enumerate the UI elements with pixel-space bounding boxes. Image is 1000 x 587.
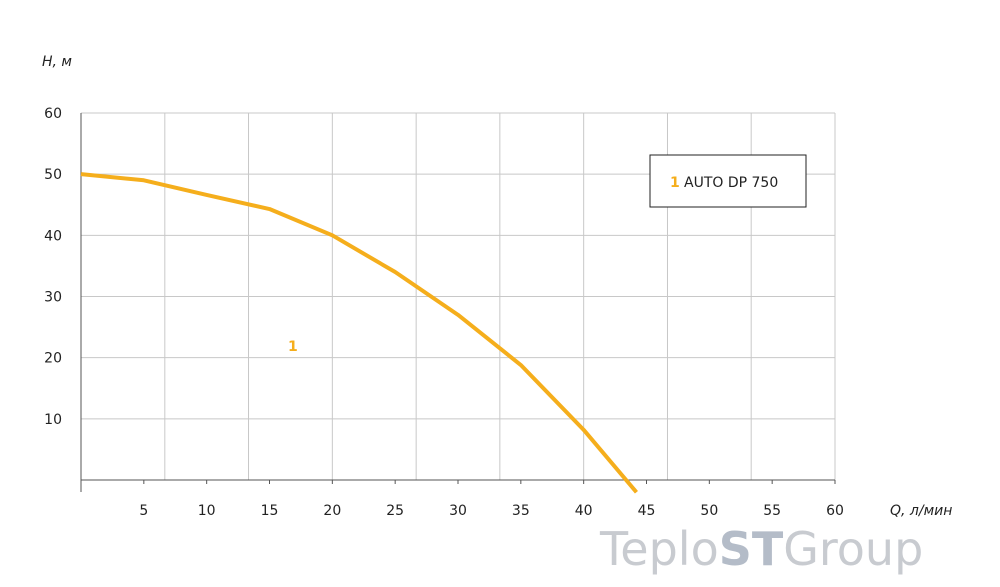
x-tick-label: 30 — [449, 503, 467, 519]
legend-box — [649, 154, 807, 208]
watermark-part: ST — [719, 522, 784, 576]
x-tick-label: 55 — [763, 503, 781, 519]
x-tick-label: 35 — [512, 503, 530, 519]
watermark-part: Group — [783, 522, 923, 576]
legend-marker: 1 — [670, 175, 680, 191]
y-tick-label: 40 — [44, 228, 62, 244]
y-tick-label: 50 — [44, 167, 62, 183]
legend-label: AUTO DP 750 — [684, 175, 778, 191]
x-tick-label: 40 — [575, 503, 593, 519]
y-tick-label: 20 — [44, 351, 62, 367]
watermark-part: Teplo — [599, 522, 719, 576]
watermark: TeploSTGroup — [599, 522, 923, 576]
y-tick-label: 30 — [44, 290, 62, 306]
x-axis-label: Q, л/мин — [890, 503, 952, 519]
y-tick-label: 10 — [44, 412, 62, 428]
curve-label: 1 — [288, 339, 298, 355]
x-tick-label: 10 — [198, 503, 216, 519]
curve — [80, 172, 638, 494]
y-tick-label: 60 — [44, 106, 62, 122]
x-tick-label: 25 — [386, 503, 404, 519]
y-axis-label: H, м — [42, 54, 72, 70]
x-tick-label: 5 — [139, 503, 148, 519]
x-tick-label: 60 — [826, 503, 844, 519]
x-tick-label: 45 — [638, 503, 656, 519]
x-tick-label: 15 — [261, 503, 279, 519]
x-tick-label: 50 — [700, 503, 718, 519]
x-tick-label: 20 — [323, 503, 341, 519]
